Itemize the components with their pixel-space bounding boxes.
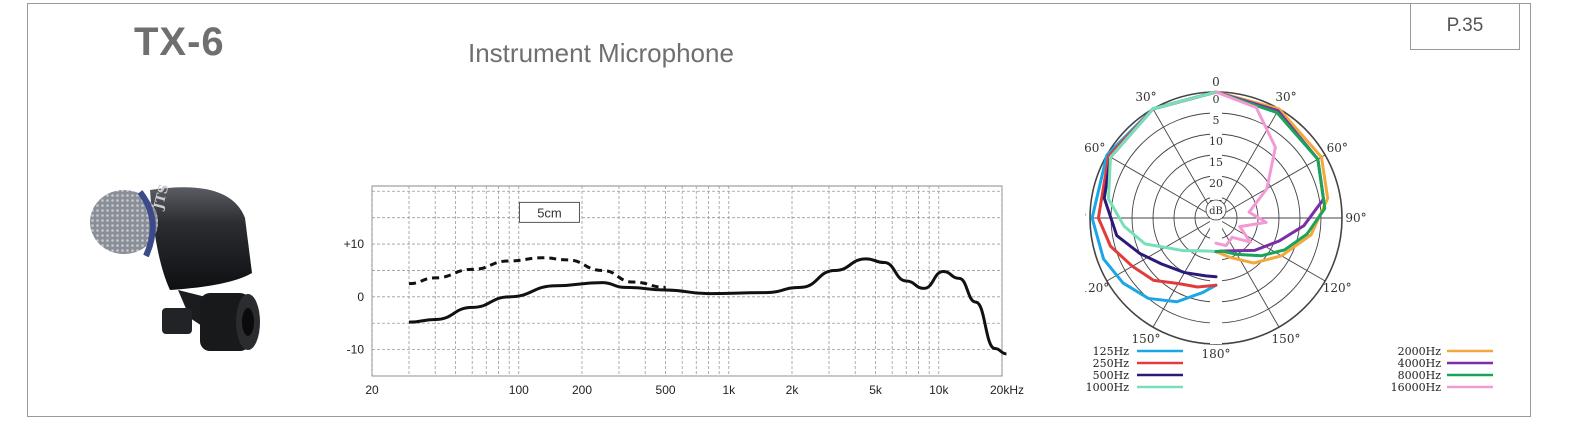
polar-curve-250hz [1096,90,1218,289]
polar-angle-label: 60° [1085,141,1105,155]
polar-curve-1000hz [1106,90,1218,254]
x-tick-label: 10k [929,383,949,397]
polar-center-circle [1205,199,1227,221]
x-tick-label: 2k [786,383,800,397]
page-frame [27,3,1531,417]
legend-label: 500Hz [1093,369,1130,382]
polar-angle-label: 150° [1272,332,1301,346]
polar-angle-label: 150° [1132,332,1161,346]
frequency-annotation: 5cm [518,201,580,223]
y-tick-label: 0 [357,290,364,304]
microphone-body [90,187,260,351]
x-tick-label: 1k [722,383,736,397]
polar-angle-label: 60° [1327,141,1348,155]
legend-label: 16000Hz [1391,381,1442,394]
frequency-series [408,256,1007,356]
frequency-x-tick-labels: 20 100 200 500 1k 2k 5k 10k 20kHz [365,383,1024,397]
legend-label: 125Hz [1093,345,1130,358]
legend-label: 4000Hz [1398,357,1442,370]
microphone-image: JTS [90,183,260,351]
polar-series [1090,90,1330,304]
polar-ring-label: 15 [1209,156,1223,169]
polar-legend: 125Hz250Hz500Hz1000Hz2000Hz4000Hz8000Hz1… [1086,345,1493,394]
legend-label: 250Hz [1093,357,1130,370]
polar-curve-500hz [1102,90,1218,279]
frequency-response-chart: +10 0 -10 20 100 200 500 1k 2k 5k 10k 20kHz 5cm [344,185,1024,397]
polar-angle-label: 0 [1212,75,1220,89]
legend-label: 2000Hz [1398,345,1442,358]
x-tick-label: 500 [656,383,676,397]
annotation-box [518,201,580,223]
frequency-y-tick-labels: +10 0 -10 [344,237,365,357]
legend-label: 1000Hz [1086,381,1130,394]
response-curve [408,257,1007,356]
polar-ring-label: 20 [1209,177,1223,190]
x-tick-label: 100 [509,383,529,397]
y-tick-label: -10 [347,343,365,357]
polar-labels: 0 30° 60° 90° 120° 150° 180° 30° 60° 90° 120° 150° 0… [1085,75,1367,361]
x-tick-label: 20kHz [990,383,1024,397]
brand-mark: JTS [151,183,172,212]
polar-curve-16000hz [1214,90,1277,248]
polar-angle-label: 120° [1085,281,1109,295]
polar-angle-label: 120° [1323,281,1352,295]
polar-angle-label: 90° [1345,211,1366,225]
polar-pattern-chart: 0 30° 60° 90° 120° 150° 180° 30° 60° 90° 120° 150° 0… [1085,75,1493,394]
polar-angle-label: 30° [1275,90,1296,104]
polar-angle-label: 90° [1085,211,1087,225]
x-tick-label: 5k [869,383,883,397]
polar-curve-8000hz [1214,90,1327,258]
polar-curve-125hz [1090,90,1218,304]
legend-label: 8000Hz [1398,369,1442,382]
x-tick-label: 20 [365,383,379,397]
annotation-text: 5cm [537,205,562,220]
polar-curve-2000hz [1214,90,1330,265]
polar-ring-label: 5 [1213,114,1220,127]
polar-ring-label: 0 [1213,93,1220,106]
model-name: TX-6 [134,20,225,64]
x-tick-label: 200 [572,383,592,397]
product-subtitle: Instrument Microphone [468,38,734,68]
y-tick-label: +10 [344,237,365,251]
polar-angle-label: 180° [1202,347,1231,361]
frequency-grid [371,185,1003,377]
polar-angle-label: 30° [1135,90,1156,104]
page-number: P.35 [1410,4,1520,50]
response-curve-5cm [408,256,666,289]
polar-center-label: dB [1209,206,1223,217]
polar-ring-label: 10 [1209,135,1223,148]
